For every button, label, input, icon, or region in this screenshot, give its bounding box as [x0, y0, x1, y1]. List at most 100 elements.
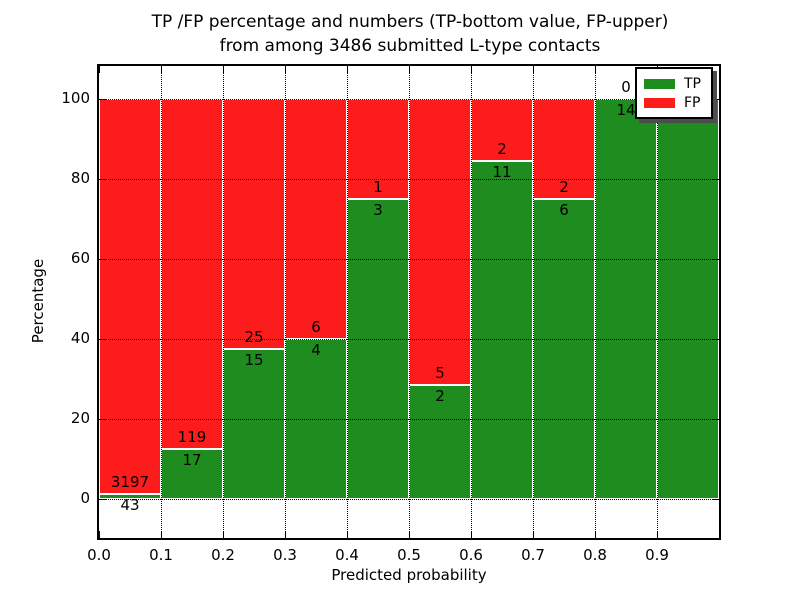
v-gridline — [222, 66, 224, 538]
tick-mark — [284, 531, 286, 538]
fp-count-label: 3197 — [110, 472, 150, 491]
tick-mark — [408, 531, 410, 538]
x-tick-label: 0.7 — [521, 546, 545, 564]
tick-mark — [712, 98, 719, 100]
v-gridline — [346, 66, 348, 538]
fp-count-label: 2 — [559, 178, 569, 196]
fp-count-label: 0 — [621, 78, 631, 96]
fp-count-label: 119 — [177, 428, 207, 446]
tick-mark — [99, 498, 106, 500]
fp-count-label: 2 — [497, 139, 507, 158]
h-gridline — [99, 258, 719, 260]
x-tick-label: 0.2 — [211, 546, 235, 564]
y-tick-label: 60 — [70, 249, 90, 267]
tick-mark — [222, 66, 224, 73]
tick-mark — [408, 66, 410, 73]
fp-bar-segment — [223, 99, 285, 349]
x-tick-label: 0.6 — [459, 546, 483, 564]
tick-mark — [470, 66, 472, 73]
chart-title-line2: from among 3486 submitted L-type contact… — [219, 36, 601, 56]
fp-color-swatch — [644, 97, 675, 108]
tick-mark — [346, 66, 348, 73]
x-tick-label: 0.8 — [583, 546, 607, 564]
h-gridline — [99, 98, 719, 100]
x-tick-label: 0.4 — [335, 546, 359, 564]
fp-count-label: 25 — [244, 328, 264, 346]
x-axis-label: Predicted probability — [331, 566, 487, 584]
h-gridline — [99, 178, 719, 180]
chart-title-line1: TP /FP percentage and numbers (TP-bottom… — [151, 12, 669, 32]
y-tick-label: 40 — [70, 329, 90, 347]
tick-mark — [222, 531, 224, 538]
tp-count-label: 11 — [492, 162, 512, 181]
tick-mark — [346, 531, 348, 538]
fp-bar-segment — [533, 99, 595, 199]
h-gridline — [99, 338, 719, 340]
chart-title: TP /FP percentage and numbers (TP-bottom… — [90, 10, 730, 58]
legend-label-tp: TP — [684, 75, 701, 92]
tick-mark — [712, 258, 719, 260]
tick-mark — [656, 531, 658, 538]
plot-area: TP FP 31974311917251564135221126014014 — [97, 64, 721, 540]
tick-mark — [712, 498, 719, 500]
tick-mark — [160, 66, 162, 73]
tick-mark — [99, 338, 106, 340]
v-gridline — [532, 66, 534, 538]
tp-bar-segment — [223, 349, 285, 499]
y-tick-label: 100 — [61, 89, 90, 107]
tp-bar-segment — [657, 99, 719, 499]
y-tick-label: 80 — [70, 169, 90, 187]
y-axis-label: Percentage — [29, 258, 47, 344]
y-tick-label: 0 — [80, 489, 90, 507]
fp-count-label: 1 — [373, 178, 383, 196]
v-gridline — [284, 66, 286, 538]
tick-mark — [99, 178, 106, 180]
tick-mark — [712, 178, 719, 180]
fp-count-label: 5 — [435, 363, 445, 382]
v-gridline — [160, 66, 162, 538]
tp-bar-segment — [595, 99, 657, 499]
tick-mark — [712, 418, 719, 420]
tick-mark — [98, 531, 100, 538]
tick-mark — [99, 418, 106, 420]
tp-count-label: 4 — [311, 341, 321, 359]
x-tick-label: 0.1 — [149, 546, 173, 564]
tp-count-label: 2 — [435, 386, 445, 405]
legend: TP FP — [635, 67, 713, 119]
fp-bar-segment — [471, 99, 533, 161]
fp-bar-segment — [285, 99, 347, 339]
tick-mark — [284, 66, 286, 73]
fp-bar-segment — [161, 99, 223, 449]
legend-item-fp: FP — [644, 93, 701, 112]
tp-count-label: 15 — [244, 351, 264, 369]
h-gridline — [99, 418, 719, 420]
fp-bar-segment — [409, 99, 471, 385]
v-gridline — [470, 66, 472, 538]
x-tick-label: 0.5 — [397, 546, 421, 564]
h-gridline — [99, 498, 719, 500]
tick-mark — [98, 66, 100, 73]
x-tick-label: 0.3 — [273, 546, 297, 564]
v-gridline — [656, 66, 658, 538]
x-tick-label: 0.9 — [645, 546, 669, 564]
tick-mark — [99, 98, 106, 100]
tick-mark — [470, 531, 472, 538]
x-tick-label: 0.0 — [87, 546, 111, 564]
tp-bar-segment — [471, 160, 533, 499]
legend-item-tp: TP — [644, 74, 701, 93]
fp-count-label: 6 — [311, 318, 321, 336]
tp-bar-segment — [347, 199, 409, 499]
v-gridline — [594, 66, 596, 538]
tp-count-label: 14 — [616, 101, 636, 119]
tp-count-label: 3 — [373, 201, 383, 219]
tick-mark — [99, 258, 106, 260]
legend-label-fp: FP — [684, 94, 701, 111]
tick-mark — [532, 66, 534, 73]
tick-mark — [712, 338, 719, 340]
v-gridline — [408, 66, 410, 538]
tp-count-label: 43 — [120, 495, 140, 514]
tick-mark — [594, 66, 596, 73]
fp-bar-segment — [99, 99, 161, 494]
tp-count-label: 17 — [182, 451, 202, 469]
